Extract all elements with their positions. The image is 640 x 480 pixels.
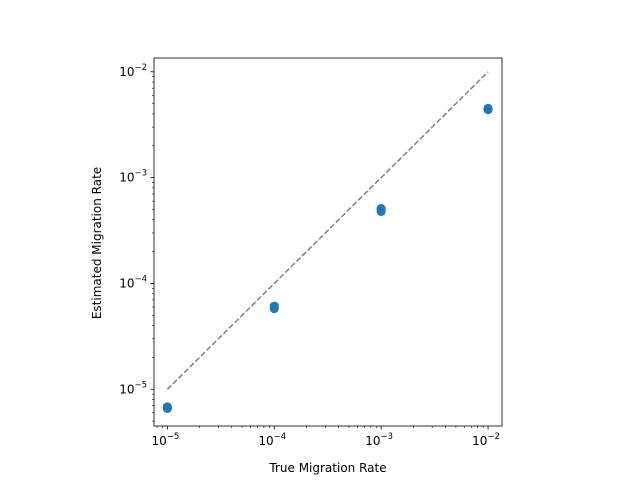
- x-tick-label: 10−3: [365, 432, 393, 448]
- axes-spines: [153, 57, 503, 427]
- axes-frame: [153, 57, 503, 427]
- x-tick-label: 10−2: [472, 432, 500, 448]
- y-tick-label: 10−4: [119, 274, 147, 290]
- x-tick-label: 10−4: [258, 432, 286, 448]
- y-tick-label: 10−5: [119, 380, 147, 396]
- x-axis-label: True Migration Rate: [268, 461, 386, 475]
- reference-line: [166, 71, 489, 390]
- data-point: [162, 402, 172, 412]
- x-axis: 10−5 10−4 10−3 10−2: [151, 426, 500, 448]
- plot-area: [162, 71, 493, 413]
- y-tick-label: 10−3: [119, 169, 147, 185]
- data-point: [269, 301, 279, 311]
- data-point: [376, 203, 386, 214]
- x-tick-label: 10−5: [151, 432, 179, 448]
- data-point: [483, 103, 493, 114]
- y-axis: 10−5 10−4 10−3 10−2: [119, 63, 154, 422]
- y-tick-label: 10−2: [119, 63, 147, 79]
- y-axis-label: Estimated Migration Rate: [90, 167, 104, 319]
